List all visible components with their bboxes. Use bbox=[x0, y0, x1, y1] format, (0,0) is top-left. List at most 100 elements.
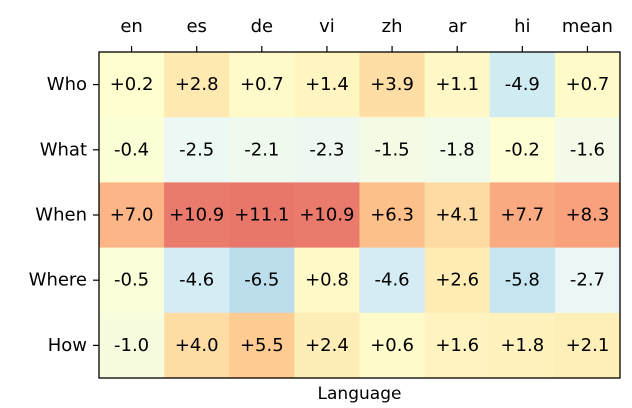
heatmap-cell-how-ar bbox=[424, 312, 491, 379]
cell-value-label: -1.6 bbox=[570, 139, 605, 160]
column-label-mean: mean bbox=[562, 16, 613, 37]
cell-value-label: +0.7 bbox=[566, 74, 610, 95]
heatmap-cell-where-ar bbox=[424, 247, 491, 314]
heatmap-cell-who-hi bbox=[489, 52, 556, 118]
cell-value-label: -0.4 bbox=[114, 139, 149, 160]
cell-value-label: +1.6 bbox=[435, 335, 479, 356]
heatmap-cell-what-zh bbox=[359, 117, 426, 183]
heatmap-cell-when-ar bbox=[424, 182, 491, 249]
axis-ticks bbox=[93, 46, 589, 346]
cell-value-label: -2.3 bbox=[309, 139, 344, 160]
heatmap-cell-where-en bbox=[99, 247, 165, 314]
heatmap-cell-when-mean bbox=[554, 182, 621, 249]
cell-value-label: +1.4 bbox=[305, 74, 349, 95]
column-labels: en es de vi zh ar hi mean bbox=[120, 16, 613, 37]
heatmap-cell-how-es bbox=[164, 312, 230, 379]
heatmap-cells: +0.2 +2.8 +0.7 +1.4 +3.9 +1.1 -4.9 +0.7 -0.4 -2.5… bbox=[99, 52, 621, 379]
heatmap-cell-what-hi bbox=[489, 117, 556, 183]
cell-value-label: +2.4 bbox=[305, 335, 349, 356]
cell-value-label: -6.5 bbox=[244, 270, 279, 291]
heatmap-cell-who-ar bbox=[424, 52, 491, 118]
cell-value-label: +0.6 bbox=[370, 335, 414, 356]
heatmap-cell-what-ar bbox=[424, 117, 491, 183]
heatmap-cell-where-vi bbox=[294, 247, 361, 314]
cell-value-label: +8.3 bbox=[566, 205, 610, 226]
cell-value-label: +7.0 bbox=[110, 205, 154, 226]
cell-value-label: +2.8 bbox=[175, 74, 219, 95]
heatmap-cell-how-zh bbox=[359, 312, 426, 379]
heatmap-cell-where-hi bbox=[489, 247, 556, 314]
column-label-zh: zh bbox=[382, 16, 403, 37]
row-label-how: How bbox=[48, 335, 87, 356]
cell-value-label: +0.2 bbox=[110, 74, 154, 95]
cell-value-label: -2.1 bbox=[244, 139, 279, 160]
heatmap-cell-when-zh bbox=[359, 182, 426, 249]
heatmap-cell-when-vi bbox=[294, 182, 361, 249]
cell-value-label: -1.0 bbox=[114, 335, 149, 356]
cell-value-label: +0.7 bbox=[240, 74, 284, 95]
cell-value-label: -4.6 bbox=[375, 270, 410, 291]
column-label-ar: ar bbox=[448, 16, 467, 37]
heatmap-cell-who-es bbox=[164, 52, 230, 118]
heatmap-cell-how-vi bbox=[294, 312, 361, 379]
heatmap-cell-who-mean bbox=[554, 52, 621, 118]
column-label-de: de bbox=[251, 16, 274, 37]
heatmap-cell-how-mean bbox=[554, 312, 621, 379]
row-label-when: When bbox=[35, 205, 87, 226]
cell-value-label: +1.8 bbox=[500, 335, 544, 356]
cell-value-label: -4.9 bbox=[505, 74, 540, 95]
row-label-what: What bbox=[40, 139, 87, 160]
cell-value-label: -0.5 bbox=[114, 270, 149, 291]
heatmap-cell-who-vi bbox=[294, 52, 361, 118]
cell-value-label: +2.1 bbox=[566, 335, 610, 356]
heatmap-cell-where-es bbox=[164, 247, 230, 314]
heatmap-cell-where-de bbox=[229, 247, 295, 314]
cell-value-label: +7.7 bbox=[500, 205, 544, 226]
heatmap-cell-what-en bbox=[99, 117, 165, 183]
cell-value-label: +0.8 bbox=[305, 270, 349, 291]
cell-value-label: +4.1 bbox=[435, 205, 479, 226]
cell-value-label: +10.9 bbox=[299, 205, 354, 226]
heatmap-cell-what-vi bbox=[294, 117, 361, 183]
heatmap-cell-how-hi bbox=[489, 312, 556, 379]
heatmap-cell-how-de bbox=[229, 312, 295, 379]
cell-value-label: -1.8 bbox=[440, 139, 475, 160]
cell-value-label: -5.8 bbox=[505, 270, 540, 291]
cell-value-label: +2.6 bbox=[435, 270, 479, 291]
cell-value-label: +5.5 bbox=[240, 335, 284, 356]
heatmap-cell-what-es bbox=[164, 117, 230, 183]
column-label-vi: vi bbox=[319, 16, 335, 37]
cell-value-label: +11.1 bbox=[234, 205, 289, 226]
heatmap-cell-how-en bbox=[99, 312, 165, 379]
heatmap-cell-who-en bbox=[99, 52, 165, 118]
cell-value-label: +1.1 bbox=[435, 74, 479, 95]
cell-value-label: +10.9 bbox=[169, 205, 224, 226]
plot-frame bbox=[98, 51, 621, 379]
heatmap-cell-where-mean bbox=[554, 247, 621, 314]
heatmap-cell-what-mean bbox=[554, 117, 621, 183]
heatmap-cell-who-zh bbox=[359, 52, 426, 118]
cell-value-label: -4.6 bbox=[179, 270, 214, 291]
cell-value-label: -0.2 bbox=[505, 139, 540, 160]
cell-value-label: -1.5 bbox=[375, 139, 410, 160]
cell-value-label: +3.9 bbox=[370, 74, 414, 95]
heatmap-cell-when-hi bbox=[489, 182, 556, 249]
column-label-es: es bbox=[186, 16, 206, 37]
heatmap-cell-where-zh bbox=[359, 247, 426, 314]
heatmap-cell-when-es bbox=[164, 182, 230, 249]
heatmap-cell-who-de bbox=[229, 52, 295, 118]
heatmap-cell-what-de bbox=[229, 117, 295, 183]
row-label-where: Where bbox=[29, 270, 87, 291]
column-label-hi: hi bbox=[514, 16, 530, 37]
cell-value-label: -2.5 bbox=[179, 139, 214, 160]
heatmap-cell-when-de bbox=[229, 182, 295, 249]
heatmap-cell-when-en bbox=[99, 182, 165, 249]
row-label-who: Who bbox=[47, 74, 87, 95]
cell-value-label: -2.7 bbox=[570, 270, 605, 291]
x-axis-title: Language bbox=[318, 384, 402, 404]
row-labels: Who What When Where How bbox=[29, 74, 87, 356]
cell-value-label: +6.3 bbox=[370, 205, 414, 226]
column-label-en: en bbox=[120, 16, 142, 37]
cell-value-label: +4.0 bbox=[175, 335, 219, 356]
